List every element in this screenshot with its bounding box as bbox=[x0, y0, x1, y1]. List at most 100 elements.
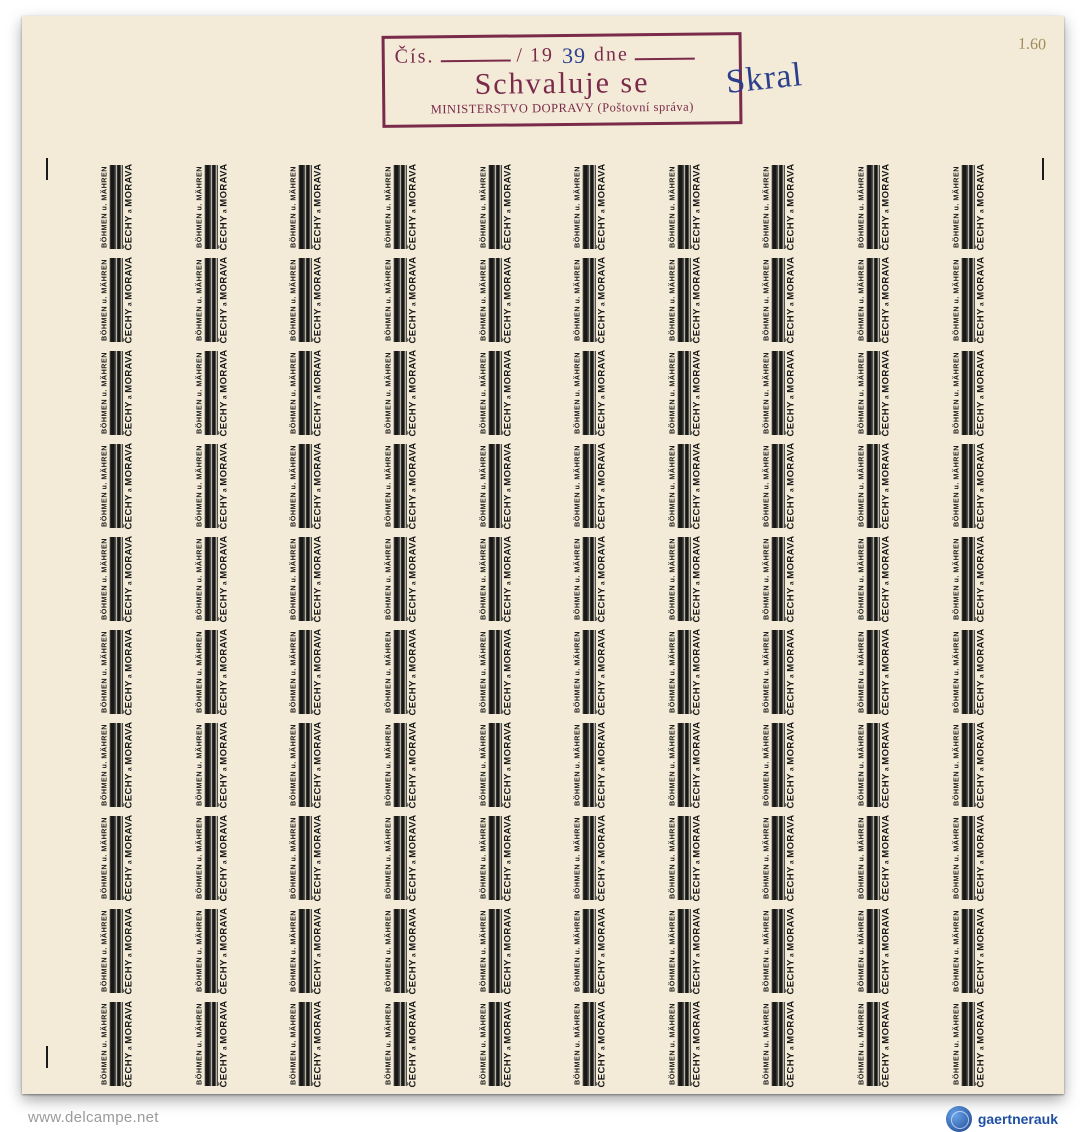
label-bohmen-mahren: BÖHMEN u. MÄHREN bbox=[951, 910, 960, 992]
bar-ornament bbox=[299, 816, 312, 900]
bar-ornament bbox=[961, 816, 974, 900]
grid-cell: BÖHMEN u. MÄHRENČECHY a MORAVA bbox=[638, 441, 733, 531]
label-bohmen-mahren: BÖHMEN u. MÄHREN bbox=[100, 538, 109, 620]
grid-cell: BÖHMEN u. MÄHRENČECHY a MORAVA bbox=[827, 348, 922, 438]
grid-cell: BÖHMEN u. MÄHRENČECHY a MORAVA bbox=[259, 441, 354, 531]
label-bohmen-mahren: BÖHMEN u. MÄHREN bbox=[384, 166, 393, 248]
label-bohmen-mahren: BÖHMEN u. MÄHREN bbox=[573, 910, 582, 992]
bar-ornament bbox=[583, 165, 596, 249]
label-bohmen-mahren: BÖHMEN u. MÄHREN bbox=[195, 910, 204, 992]
label-cechy-morava: ČECHY a MORAVA bbox=[691, 629, 702, 716]
label-cechy-morava: ČECHY a MORAVA bbox=[502, 164, 513, 251]
label-cechy-morava: ČECHY a MORAVA bbox=[407, 722, 418, 809]
bar-ornament bbox=[205, 816, 218, 900]
bar-ornament bbox=[299, 723, 312, 807]
grid-cell: BÖHMEN u. MÄHRENČECHY a MORAVA bbox=[448, 813, 543, 903]
label-cechy-morava: ČECHY a MORAVA bbox=[691, 815, 702, 902]
bar-ornament bbox=[299, 351, 312, 435]
bar-ornament bbox=[867, 165, 880, 249]
bar-ornament bbox=[110, 258, 123, 342]
bar-ornament bbox=[583, 909, 596, 993]
grid-cell: BÖHMEN u. MÄHRENČECHY a MORAVA bbox=[732, 999, 827, 1089]
label-cechy-morava: ČECHY a MORAVA bbox=[218, 443, 229, 530]
label-cechy-morava: ČECHY a MORAVA bbox=[975, 443, 986, 530]
label-cechy-morava: ČECHY a MORAVA bbox=[786, 257, 797, 344]
label-bohmen-mahren: BÖHMEN u. MÄHREN bbox=[289, 352, 298, 434]
label-cechy-morava: ČECHY a MORAVA bbox=[218, 629, 229, 716]
label-bohmen-mahren: BÖHMEN u. MÄHREN bbox=[951, 445, 960, 527]
label-cechy-morava: ČECHY a MORAVA bbox=[786, 1001, 797, 1088]
bar-ornament bbox=[488, 909, 501, 993]
overprint-unit: BÖHMEN u. MÄHREN ČECHY a MORAVA bbox=[100, 536, 135, 622]
grid-cell: BÖHMEN u. MÄHRENČECHY a MORAVA bbox=[165, 441, 260, 531]
label-cechy-morava: ČECHY a MORAVA bbox=[880, 908, 891, 995]
label-bohmen-mahren: BÖHMEN u. MÄHREN bbox=[195, 166, 204, 248]
stamp-line-1: Čís. / 1939 dne bbox=[395, 39, 729, 68]
grid-cell: BÖHMEN u. MÄHRENČECHY a MORAVA bbox=[354, 999, 449, 1089]
grid-cell: BÖHMEN u. MÄHRENČECHY a MORAVA bbox=[638, 720, 733, 810]
overprint-unit: BÖHMEN u. MÄHRENČECHY a MORAVA bbox=[951, 722, 986, 808]
overprint-unit: BÖHMEN u. MÄHRENČECHY a MORAVA bbox=[384, 350, 419, 436]
label-bohmen-mahren: BÖHMEN u. MÄHREN bbox=[478, 817, 487, 899]
bar-ornament bbox=[394, 165, 407, 249]
overprint-unit: BÖHMEN u. MÄHRENČECHY a MORAVA bbox=[384, 908, 419, 994]
label-bohmen-mahren: BÖHMEN u. MÄHREN bbox=[762, 445, 771, 527]
label-cechy-morava: ČECHY a MORAVA bbox=[597, 443, 608, 530]
overprint-unit: BÖHMEN u. MÄHRENČECHY a MORAVA bbox=[195, 164, 230, 250]
label-bohmen-mahren: BÖHMEN u. MÄHREN bbox=[384, 724, 393, 806]
overprint-unit: BÖHMEN u. MÄHRENČECHY a MORAVA bbox=[573, 350, 608, 436]
grid-cell: BÖHMEN u. MÄHRENČECHY a MORAVA bbox=[259, 720, 354, 810]
label-bohmen-mahren: BÖHMEN u. MÄHREN bbox=[478, 259, 487, 341]
label-bohmen-mahren: BÖHMEN u. MÄHREN bbox=[384, 910, 393, 992]
label-cechy-morava: ČECHY a MORAVA bbox=[502, 257, 513, 344]
bar-ornament bbox=[488, 816, 501, 900]
label-bohmen-mahren: BÖHMEN u. MÄHREN bbox=[951, 631, 960, 713]
label-bohmen-mahren: BÖHMEN u. MÄHREN bbox=[762, 910, 771, 992]
overprint-unit: BÖHMEN u. MÄHRENČECHY a MORAVA bbox=[384, 443, 419, 529]
label-cechy-morava: ČECHY a MORAVA bbox=[407, 1001, 418, 1088]
grid-cell: BÖHMEN u. MÄHRENČECHY a MORAVA bbox=[543, 441, 638, 531]
overprint-unit: BÖHMEN u. MÄHRENČECHY a MORAVA bbox=[668, 350, 703, 436]
bar-ornament bbox=[961, 909, 974, 993]
bar-ornament bbox=[961, 723, 974, 807]
overprint-unit: BÖHMEN u. MÄHRENČECHY a MORAVA bbox=[478, 350, 513, 436]
overprint-unit: BÖHMEN u. MÄHRENČECHY a MORAVA bbox=[762, 350, 797, 436]
overprint-unit: BÖHMEN u. MÄHRENČECHY a MORAVA bbox=[857, 536, 892, 622]
grid-cell: BÖHMEN u. MÄHRENČECHY a MORAVA bbox=[354, 441, 449, 531]
label-cechy-morava: ČECHY a MORAVA bbox=[218, 908, 229, 995]
grid-cell: BÖHMEN u. MÄHRENČECHY a MORAVA bbox=[448, 627, 543, 717]
label-bohmen-mahren: BÖHMEN u. MÄHREN bbox=[951, 259, 960, 341]
bar-ornament bbox=[394, 351, 407, 435]
label-bohmen-mahren: BÖHMEN u. MÄHREN bbox=[857, 538, 866, 620]
label-bohmen-mahren: BÖHMEN u. MÄHREN bbox=[668, 1003, 677, 1085]
label-cechy-morava: ČECHY a MORAVA bbox=[691, 536, 702, 623]
label-bohmen-mahren: BÖHMEN u. MÄHREN bbox=[762, 631, 771, 713]
stamp-slash: / bbox=[516, 44, 524, 67]
overprint-unit: BÖHMEN u. MÄHRENČECHY a MORAVA bbox=[762, 722, 797, 808]
grid-cell: BÖHMEN u. MÄHRENČECHY a MORAVA bbox=[259, 813, 354, 903]
overprint-unit: BÖHMEN u. MÄHRENČECHY a MORAVA bbox=[100, 443, 135, 529]
grid-cell: BÖHMEN u. MÄHRENČECHY a MORAVA bbox=[921, 627, 1016, 717]
bar-ornament bbox=[299, 909, 312, 993]
bar-ornament bbox=[110, 816, 123, 900]
label-cechy-morava: ČECHY a MORAVA bbox=[124, 1001, 135, 1088]
grid-cell: BÖHMEN u. MÄHRENČECHY a MORAVA bbox=[448, 348, 543, 438]
label-bohmen-mahren: BÖHMEN u. MÄHREN bbox=[857, 1003, 866, 1085]
grid-cell: BÖHMEN u. MÄHRENČECHY a MORAVA bbox=[354, 348, 449, 438]
grid-cell: BÖHMEN u. MÄHRENČECHY a MORAVA bbox=[165, 999, 260, 1089]
label-cechy-morava: ČECHY a MORAVA bbox=[502, 350, 513, 437]
overprint-unit: BÖHMEN u. MÄHREN ČECHY a MORAVA bbox=[478, 257, 513, 343]
overprint-unit: BÖHMEN u. MÄHRENČECHY a MORAVA bbox=[573, 1001, 608, 1087]
label-bohmen-mahren: BÖHMEN u. MÄHREN bbox=[100, 631, 109, 713]
grid-cell: BÖHMEN u. MÄHRENČECHY a MORAVA bbox=[70, 813, 165, 903]
label-bohmen-mahren: BÖHMEN u. MÄHREN bbox=[951, 352, 960, 434]
bar-ornament bbox=[394, 1002, 407, 1086]
overprint-unit: BÖHMEN u. MÄHRENČECHY a MORAVA bbox=[289, 629, 324, 715]
grid-cell: BÖHMEN u. MÄHRENČECHY a MORAVA bbox=[638, 255, 733, 345]
label-bohmen-mahren: BÖHMEN u. MÄHREN bbox=[289, 1003, 298, 1085]
overprint-unit: BÖHMEN u. MÄHRENČECHY a MORAVA bbox=[289, 164, 324, 250]
label-bohmen-mahren: BÖHMEN u. MÄHREN bbox=[478, 166, 487, 248]
overprint-unit: BÖHMEN u. MÄHREN ČECHY a MORAVA bbox=[951, 443, 986, 529]
label-cechy-morava: ČECHY a MORAVA bbox=[407, 443, 418, 530]
label-cechy-morava: ČECHY a MORAVA bbox=[124, 536, 135, 623]
